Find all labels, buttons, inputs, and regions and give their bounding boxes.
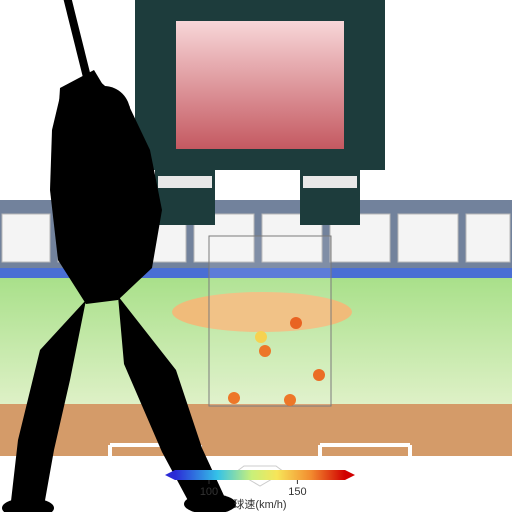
- scoreboard-screen: [175, 20, 345, 150]
- pitch-point: [255, 331, 267, 343]
- pitch-point: [284, 394, 296, 406]
- infield-dirt: [0, 404, 512, 464]
- chart-svg: 100 150球速(km/h): [0, 0, 512, 512]
- strike-zone: [209, 236, 331, 406]
- baseball-pitch-chart: 100 150球速(km/h): [0, 0, 512, 512]
- colorbar-tick-label: 100: [200, 486, 218, 498]
- pitch-point: [259, 345, 271, 357]
- colorbar: [175, 470, 345, 480]
- stand-seat: [2, 214, 50, 262]
- scoreboard-light: [303, 176, 357, 188]
- scoreboard-light: [158, 176, 212, 188]
- colorbar-tick-label: 150: [288, 486, 306, 498]
- pitch-point: [290, 317, 302, 329]
- pitch-point: [313, 369, 325, 381]
- stand-seat: [398, 214, 458, 262]
- colorbar-label: 球速(km/h): [233, 497, 286, 511]
- stand-seat: [466, 214, 510, 262]
- pitch-point: [228, 392, 240, 404]
